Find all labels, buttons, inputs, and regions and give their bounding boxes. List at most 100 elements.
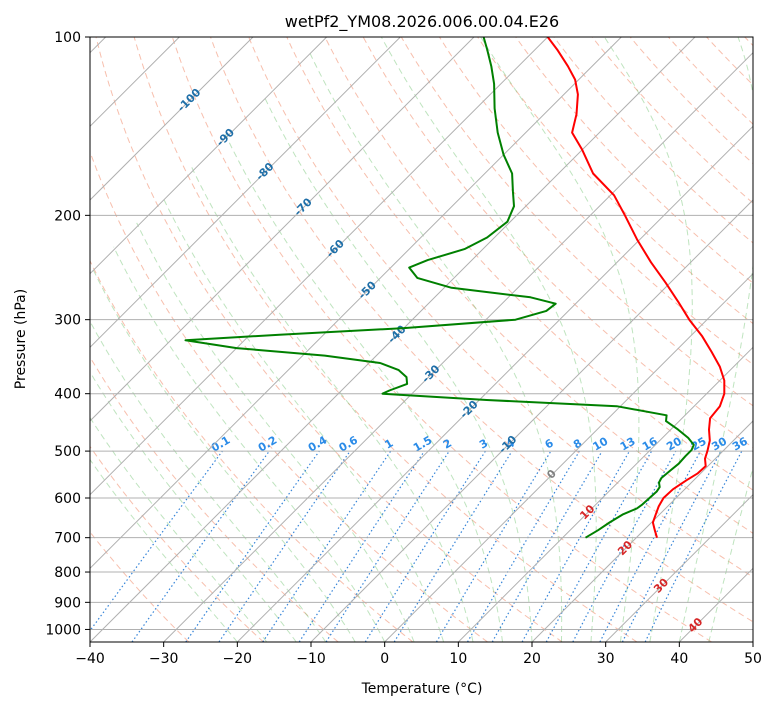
dry-adiabat-line <box>706 37 753 86</box>
mixing-ratio-line <box>521 450 631 642</box>
x-axis-label: Temperature (°C) <box>361 681 483 697</box>
dry-adiabat-line <box>133 37 638 642</box>
x-tick-label: −20 <box>223 651 253 667</box>
dry-adiabat-line <box>668 37 753 125</box>
chart-title: wetPf2_YM08.2026.006.00.04.E26 <box>285 12 559 32</box>
mixing-ratio-line <box>393 450 513 642</box>
moist-adiabat-line <box>380 37 597 642</box>
dry-adiabat-line <box>90 150 488 642</box>
dry-adiabat-line <box>90 259 414 642</box>
mixing-ratio-line <box>644 450 743 642</box>
x-tick-label: 20 <box>523 651 541 667</box>
y-tick-label: 200 <box>54 208 81 224</box>
moist-adiabat-line <box>708 465 753 642</box>
moist-adiabat-line <box>603 37 693 642</box>
y-tick-label: 300 <box>54 313 81 329</box>
y-tick-label: 800 <box>54 565 81 581</box>
mixing-ratio-line <box>185 450 320 642</box>
x-tick-label: −40 <box>75 651 105 667</box>
y-tick-label: 500 <box>54 444 81 460</box>
mixing-ratio-line <box>131 450 270 642</box>
isotherm-gridline <box>678 567 753 642</box>
y-tick-label: 1000 <box>45 622 81 638</box>
isotherm-gridline <box>90 37 549 496</box>
x-tick-label: 40 <box>670 651 688 667</box>
plot-frame <box>89 36 754 643</box>
mixing-ratio-line <box>599 450 702 642</box>
x-tick-label: 0 <box>380 651 389 667</box>
mixing-ratio-label: 6 <box>543 436 556 451</box>
y-tick-label: 900 <box>54 595 81 611</box>
moist-adiabat-line <box>113 246 386 642</box>
y-tick-label: 100 <box>54 30 81 46</box>
dry-adiabat-line <box>744 37 753 47</box>
moist-adiabat-line <box>263 96 533 642</box>
dry-adiabat-line <box>629 37 753 165</box>
dry-adiabat-line <box>90 445 264 642</box>
x-tick-label: −30 <box>149 651 179 667</box>
mixing-ratio-line <box>90 450 223 632</box>
y-tick-label: 700 <box>54 531 81 547</box>
y-axis: 100 200 300 400 500 600 700 800 900 1000 <box>45 30 90 638</box>
isotherm-label: 10 <box>577 502 597 522</box>
dry-adiabat-line <box>286 37 753 534</box>
isotherm-gridline <box>310 199 753 642</box>
mixing-ratio-line <box>298 450 425 642</box>
moist-adiabat-line <box>308 51 563 642</box>
isotherm-gridlines <box>90 37 753 642</box>
isotherm-gridline <box>163 51 753 642</box>
isotherm-gridline <box>90 37 401 349</box>
x-tick-label: 50 <box>744 651 762 667</box>
isotherm-gridline <box>457 346 753 642</box>
dry-adiabat-line <box>591 37 753 204</box>
dry-adiabat-line <box>248 37 753 578</box>
moist-adiabat-line <box>92 268 356 642</box>
isotherm-gridline <box>531 420 753 642</box>
isotherm-gridline <box>90 37 622 570</box>
mixing-ratio-label: 2 <box>441 437 454 452</box>
dry-adiabat-line <box>95 37 563 642</box>
mixing-ratio-line <box>572 450 677 642</box>
moist-adiabat-line <box>90 371 297 642</box>
moist-adiabat-line <box>136 222 415 642</box>
moist-adiabat-line <box>90 320 327 642</box>
mixing-ratio-line <box>262 450 392 642</box>
moist-adiabat-line <box>678 37 753 642</box>
mixing-ratio-line <box>545 450 653 642</box>
plot-area: 0.1 0.2 0.4 0.6 1 1.5 2 3 4 6 8 10 13 16 20 25 30 36 -100… <box>90 37 753 642</box>
mixing-ratio-line <box>466 450 580 642</box>
y-tick-label: 600 <box>54 491 81 507</box>
isotherm-gridline <box>605 493 753 642</box>
dry-adiabat-line <box>553 37 753 244</box>
moist-adiabat-line <box>191 167 474 642</box>
dry-adiabat-line <box>438 37 753 366</box>
dry-adiabat-line <box>515 37 753 284</box>
mixing-ratio-line <box>364 450 486 642</box>
profile-series <box>184 37 726 539</box>
dry-adiabat-line <box>90 356 339 642</box>
isotherm-gridline <box>90 37 328 275</box>
y-tick-label: 400 <box>54 387 81 403</box>
pressure-gridlines <box>90 37 753 630</box>
moist-adiabat-line <box>90 458 238 642</box>
x-axis: −40 −30 −20 −10 0 10 20 30 40 50 <box>75 642 762 667</box>
dry-adiabat-line <box>362 37 753 449</box>
isotherm-gridline <box>90 37 254 201</box>
profile-line <box>184 37 695 539</box>
moist-adiabat-line <box>162 196 445 642</box>
moist-adiabat-line <box>480 37 640 642</box>
moist-adiabat-line <box>90 416 268 642</box>
x-tick-label: 10 <box>449 651 467 667</box>
isotherm-gridline <box>384 272 753 642</box>
dry-adiabat-line <box>171 37 712 642</box>
x-tick-label: −10 <box>296 651 326 667</box>
x-tick-label: 30 <box>597 651 615 667</box>
dry-adiabats <box>90 37 753 642</box>
profile-line <box>546 37 726 538</box>
dry-adiabat-line <box>477 37 753 325</box>
isotherm-gridline <box>236 125 753 642</box>
y-axis-label: Pressure (hPa) <box>13 289 29 389</box>
isotherm-gridline <box>752 641 753 642</box>
